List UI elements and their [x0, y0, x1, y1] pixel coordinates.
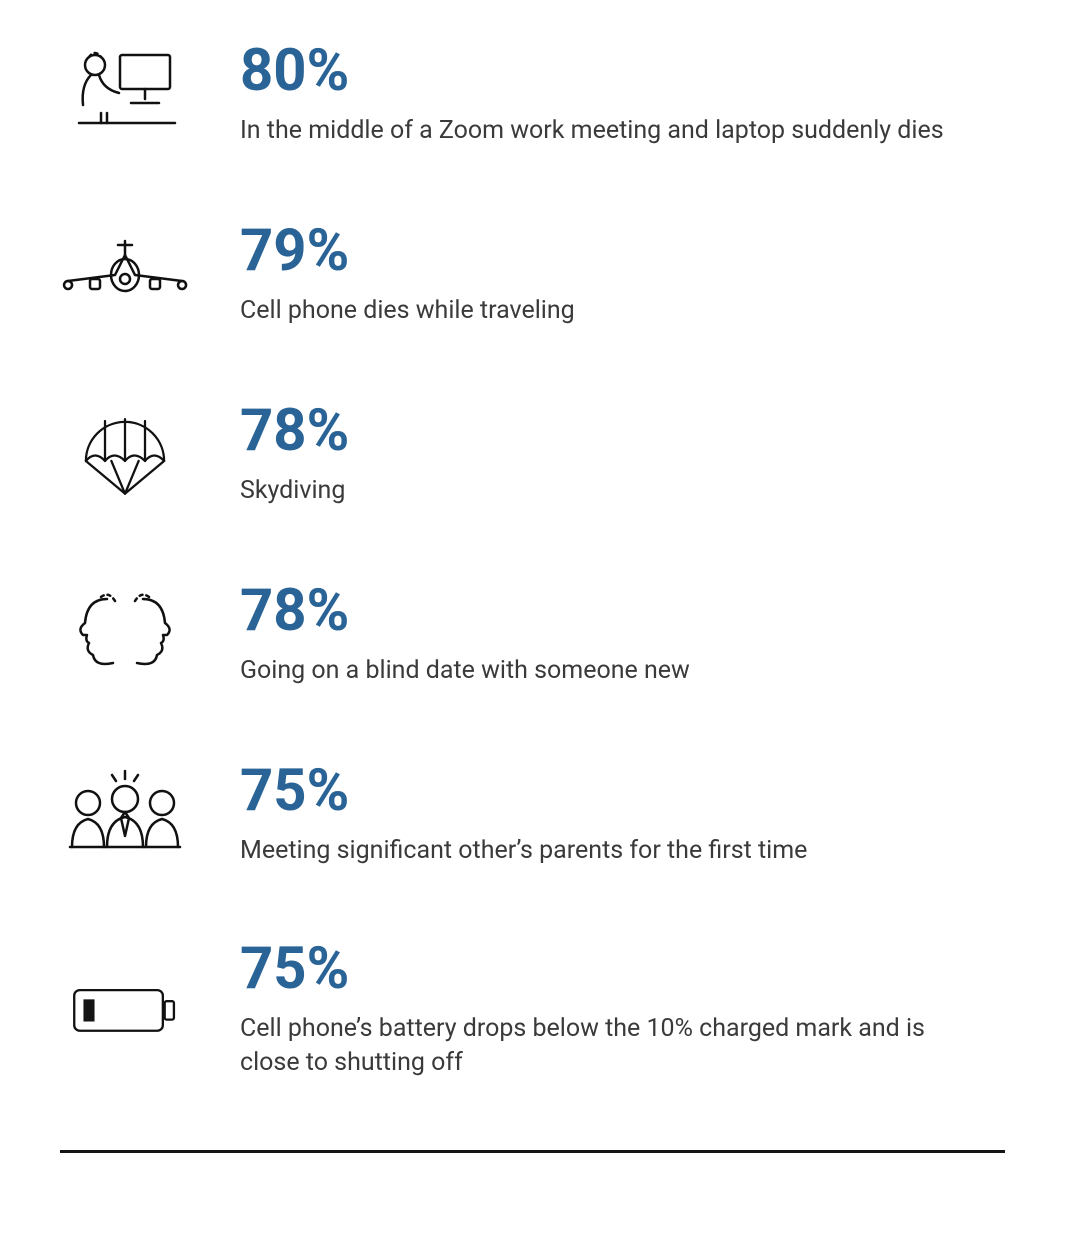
airplane-icon — [60, 220, 190, 330]
meeting-people-icon — [60, 760, 190, 870]
stat-item: 79% Cell phone dies while traveling — [60, 220, 1005, 330]
stat-percent: 79% — [240, 222, 1005, 280]
stat-percent: 75% — [240, 762, 1005, 820]
parachute-icon — [60, 400, 190, 510]
stat-item: 78% Going on a blind date with someone n… — [60, 580, 1005, 690]
stat-item: 78% Skydiving — [60, 400, 1005, 510]
infographic-list: 80% In the middle of a Zoom work meeting… — [60, 40, 1005, 1080]
stat-item: 75% Meeting significant other’s parents … — [60, 760, 1005, 870]
stat-percent: 75% — [240, 940, 1005, 998]
bottom-rule — [60, 1150, 1005, 1153]
stat-description: Skydiving — [240, 474, 960, 508]
low-battery-icon — [60, 955, 190, 1065]
two-faces-icon — [60, 580, 190, 690]
stat-item: 80% In the middle of a Zoom work meeting… — [60, 40, 1005, 150]
stat-percent: 80% — [240, 42, 1005, 100]
stat-description: Meeting significant other’s parents for … — [240, 834, 960, 868]
person-at-computer-icon — [60, 40, 190, 150]
stat-description: Cell phone’s battery drops below the 10%… — [240, 1012, 960, 1080]
stat-description: In the middle of a Zoom work meeting and… — [240, 114, 960, 148]
stat-description: Going on a blind date with someone new — [240, 654, 960, 688]
stat-item: 75% Cell phone’s battery drops below the… — [60, 940, 1005, 1080]
stat-percent: 78% — [240, 402, 1005, 460]
stat-description: Cell phone dies while traveling — [240, 294, 960, 328]
stat-percent: 78% — [240, 582, 1005, 640]
